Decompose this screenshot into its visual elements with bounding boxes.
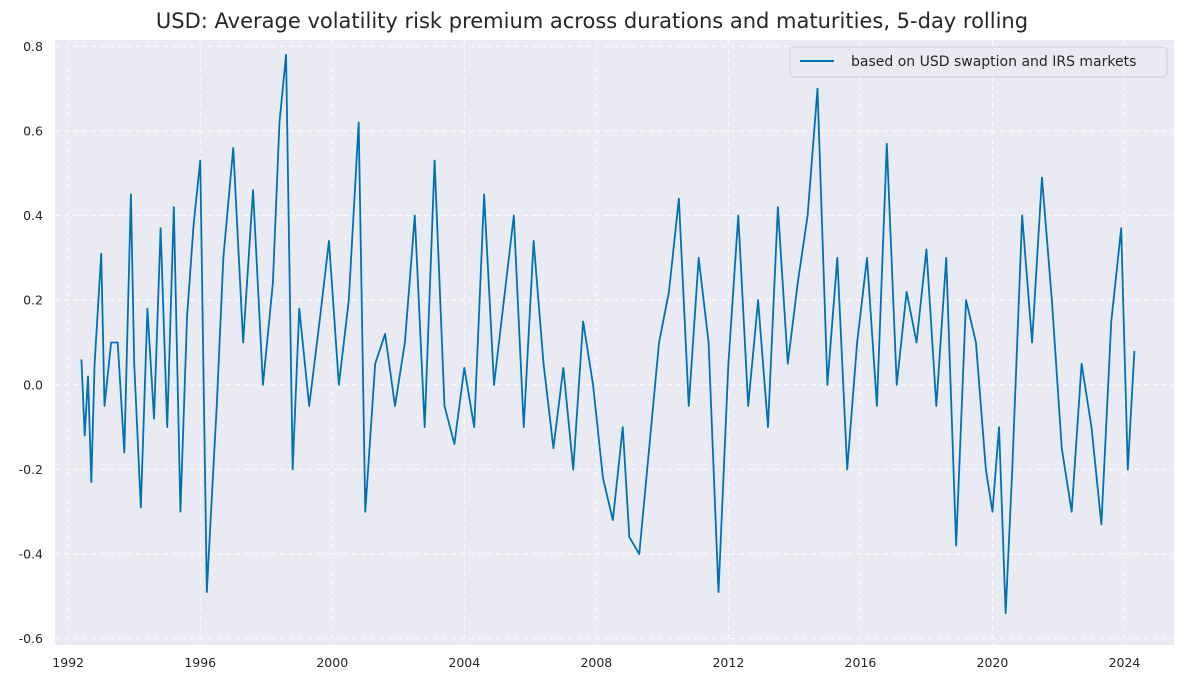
y-tick-label: -0.4 — [19, 547, 43, 562]
legend-label: based on USD swaption and IRS markets — [851, 54, 1136, 70]
y-tick-label: -0.2 — [19, 462, 43, 477]
x-tick-label: 2024 — [1109, 655, 1141, 670]
y-tick-label: 0.0 — [23, 377, 43, 392]
y-tick-label: 0.2 — [23, 293, 43, 308]
series-layer — [80, 53, 1136, 615]
y-axis: -0.6 -0.4 -0.2 0.0 0.2 0.4 0.6 0.8 — [19, 39, 43, 646]
y-tick-label: 0.8 — [23, 39, 43, 54]
legend-box — [789, 46, 1168, 78]
y-tick-label: -0.6 — [19, 631, 43, 646]
x-tick-label: 1996 — [184, 655, 216, 670]
x-tick-label: 2000 — [316, 655, 348, 670]
x-tick-label: 2016 — [845, 655, 877, 670]
series-line-0 — [80, 53, 1136, 615]
x-tick-label: 2020 — [977, 655, 1009, 670]
legend: based on USD swaption and IRS markets — [789, 46, 1168, 78]
x-axis: 1992 1996 2000 2004 2008 2012 2016 2020 2024 — [52, 655, 1140, 670]
x-tick-label: 2004 — [448, 655, 480, 670]
plot-area — [55, 40, 1174, 645]
x-tick-label: 2008 — [580, 655, 612, 670]
y-tick-label: 0.6 — [23, 123, 43, 138]
x-tick-label: 1992 — [52, 655, 84, 670]
grid-lines — [55, 40, 1174, 645]
x-tick-label: 2012 — [712, 655, 744, 670]
chart-title: USD: Average volatility risk premium acr… — [156, 9, 1028, 33]
y-tick-label: 0.4 — [23, 208, 43, 223]
